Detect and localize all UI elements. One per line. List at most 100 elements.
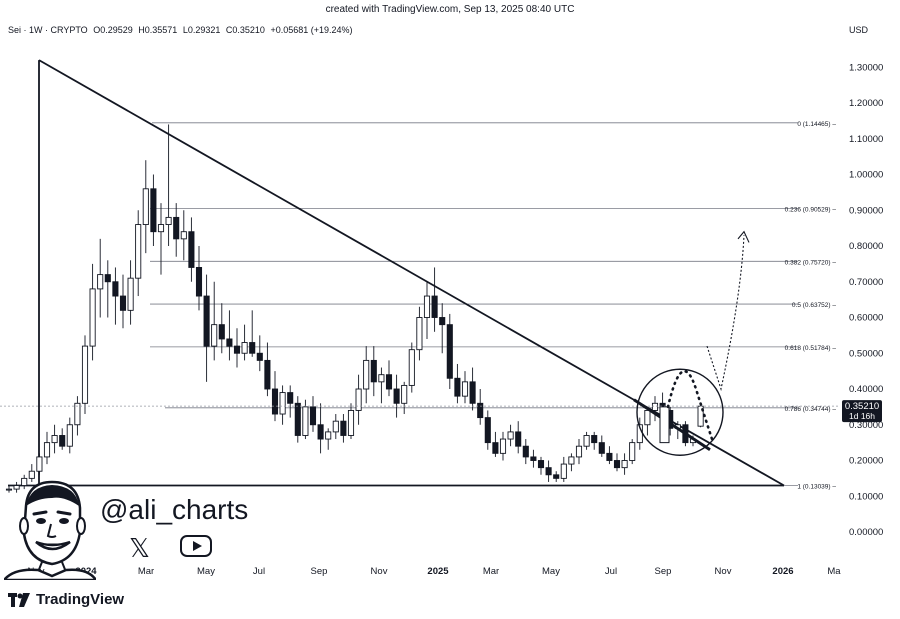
candle-body [271, 388, 279, 415]
candle-body [423, 295, 431, 318]
candle-body [340, 420, 347, 436]
chart-caption: created with TradingView.com, Sep 13, 20… [325, 4, 575, 15]
x-tick-label: Nov [371, 566, 388, 577]
candle-body [142, 188, 149, 226]
y-tick-label: 0.10000 [849, 491, 883, 502]
y-tick-label: 0.80000 [849, 241, 883, 252]
candle-body [51, 435, 58, 444]
candle-body [127, 277, 134, 311]
currency-label[interactable]: USD [848, 25, 868, 35]
candle-body [461, 381, 469, 397]
candle-body [5, 488, 13, 491]
candle-body [393, 388, 400, 404]
candle-body [408, 349, 415, 386]
candle-body [203, 295, 210, 347]
candle-body [43, 442, 51, 458]
fib-level-label: 0.382 (0.75720) – [785, 259, 837, 266]
candle-body [385, 374, 393, 390]
candle-body [325, 431, 332, 440]
x-logo-icon[interactable]: 𝕏 [129, 534, 150, 564]
cartoon-avatar-icon [4, 480, 96, 580]
y-tick-label: 1.10000 [849, 134, 883, 145]
candle-body [104, 274, 111, 283]
candle-body [119, 295, 127, 311]
y-tick-label: 0.30000 [849, 420, 883, 431]
candle-body [583, 435, 590, 447]
candle-body [150, 188, 157, 233]
fib-level-label: 0.236 (0.90529) – [785, 206, 837, 213]
x-tick-label: Nov [715, 566, 732, 577]
x-tick-label: Ma [827, 566, 841, 577]
candle-body [651, 402, 659, 411]
tradingview-brand[interactable]: TradingView [8, 591, 124, 608]
candle-body [249, 342, 256, 354]
candle-body [347, 410, 355, 436]
candle-body [89, 288, 96, 347]
y-tick-label: 0.00000 [849, 527, 883, 538]
candle-body [545, 467, 552, 476]
candle-body [66, 424, 73, 447]
y-tick-label: 0.60000 [849, 313, 883, 324]
candle-body [332, 420, 339, 433]
x-tick-label: Sep [311, 566, 328, 577]
y-tick-label: 0.20000 [849, 456, 883, 467]
low-value: L0.29321 [182, 25, 221, 35]
candle-body [401, 384, 408, 404]
candle-body [180, 231, 187, 240]
brand-name: TradingView [36, 591, 125, 608]
x-tick-label: May [542, 566, 560, 577]
candle-body [629, 442, 636, 461]
x-tick-label: May [197, 566, 215, 577]
candle-body [302, 406, 309, 436]
candle-body [530, 456, 537, 461]
youtube-icon[interactable] [180, 535, 212, 557]
high-value: H0.35571 [138, 25, 178, 35]
projection-dotted-path [666, 369, 714, 441]
author-handle[interactable]: @ali_charts [100, 494, 249, 525]
candle-body [613, 460, 621, 469]
candle-body [553, 474, 560, 479]
breakout-retest-line [633, 398, 711, 452]
candle-body [591, 435, 598, 444]
candle-body [309, 406, 317, 426]
y-tick-label: 0.70000 [849, 277, 883, 288]
x-tick-label: 2026 [772, 566, 793, 577]
candle-body [287, 392, 294, 404]
candle-body [256, 352, 263, 361]
candle-body [370, 359, 377, 383]
candle-body [21, 477, 28, 486]
candle-body [499, 438, 507, 454]
candle-body [233, 345, 241, 354]
candle-body [446, 324, 453, 379]
candle-body [173, 216, 180, 240]
candle-body [81, 345, 89, 404]
x-tick-label: Jul [253, 566, 265, 577]
candle-body [13, 485, 20, 490]
countdown-value: 1d 16h [849, 411, 875, 421]
candle-body [74, 402, 81, 426]
candle-body [279, 392, 286, 415]
fib-level-label: 0.786 (0.34744) – [785, 406, 837, 413]
candle-body [363, 359, 370, 390]
symbol-ohlc-line: Sei · 1W · CRYPTO O0.29529 H0.35571 L0.2… [8, 25, 356, 35]
x-tick-label: 2025 [427, 566, 449, 577]
candle-body [165, 216, 172, 225]
candle-body [439, 317, 446, 326]
y-tick-label: 0.40000 [849, 384, 883, 395]
projection-arrow-head [737, 230, 750, 243]
fib-level-label: 0.5 (0.63752) – [792, 302, 836, 309]
candle-body [36, 456, 43, 472]
candle-body [537, 460, 545, 469]
candle-body [492, 442, 499, 454]
candle-body [294, 402, 301, 436]
y-tick-label: 1.20000 [849, 98, 883, 109]
candle-body [644, 410, 651, 426]
candle-body [211, 324, 218, 347]
candle-body [195, 267, 203, 297]
x-tick-label: Mar [483, 566, 499, 577]
candle-body [112, 281, 119, 297]
symbol-name[interactable]: Sei · 1W · CRYPTO [8, 25, 88, 35]
candle-body [606, 452, 613, 461]
candle-body [97, 274, 104, 290]
